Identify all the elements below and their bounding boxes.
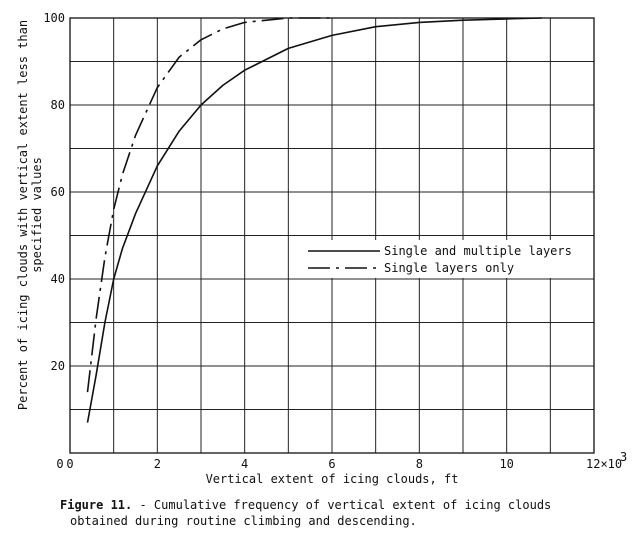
chart-grid [70, 18, 594, 453]
x-tick-label: 4 [241, 457, 248, 471]
y-axis-label: Percent of icing clouds with vertical ex… [16, 20, 44, 410]
x-tick-label: 0 [66, 457, 73, 471]
chart: 0 2 4 6 8 10 12×103 20 40 60 80 100 0 Single and mul… [16, 11, 627, 486]
legend-box [300, 240, 592, 278]
x-tick-label: 8 [416, 457, 423, 471]
legend: Single and multiple layers Single layers … [300, 240, 592, 278]
x-axis-label: Vertical extent of icing clouds, ft [206, 472, 459, 486]
x-tick-label: 10 [499, 457, 513, 471]
x-tick-label: 6 [328, 457, 335, 471]
figure-caption: Figure 11. - Cumulative frequency of ver… [60, 497, 620, 529]
y-axis-label-line-2: specified values [30, 157, 44, 273]
axis-ticks: 0 2 4 6 8 10 12×103 20 40 60 80 100 0 [43, 11, 627, 471]
y-tick-label: 40 [51, 272, 65, 286]
series-layer [86, 17, 543, 423]
x-tick-label: 2 [154, 457, 161, 471]
plot-area-border [69, 17, 595, 454]
series-line-2 [86, 17, 332, 393]
caption-figure-label: Figure 11. [60, 498, 133, 512]
y-tick-label: 80 [51, 98, 65, 112]
y-tick-label: 100 [43, 11, 65, 25]
caption-line-1: - Cumulative frequency of vertical exten… [132, 498, 552, 512]
legend-label-1: Single and multiple layers [384, 244, 572, 258]
legend-label-2: Single layers only [384, 261, 514, 275]
y-axis-label-line-1: Percent of icing clouds with vertical ex… [16, 20, 30, 410]
series-line-1 [86, 17, 543, 423]
x-multiplier-exponent: 3 [620, 450, 627, 464]
caption-line-2: obtained during routine climbing and des… [70, 514, 417, 528]
y-tick-label: 20 [51, 359, 65, 373]
y-tick-label: 60 [51, 185, 65, 199]
origin-tick-label: 0 [56, 457, 63, 471]
x-tick-label-end: 12×10 [586, 457, 622, 471]
